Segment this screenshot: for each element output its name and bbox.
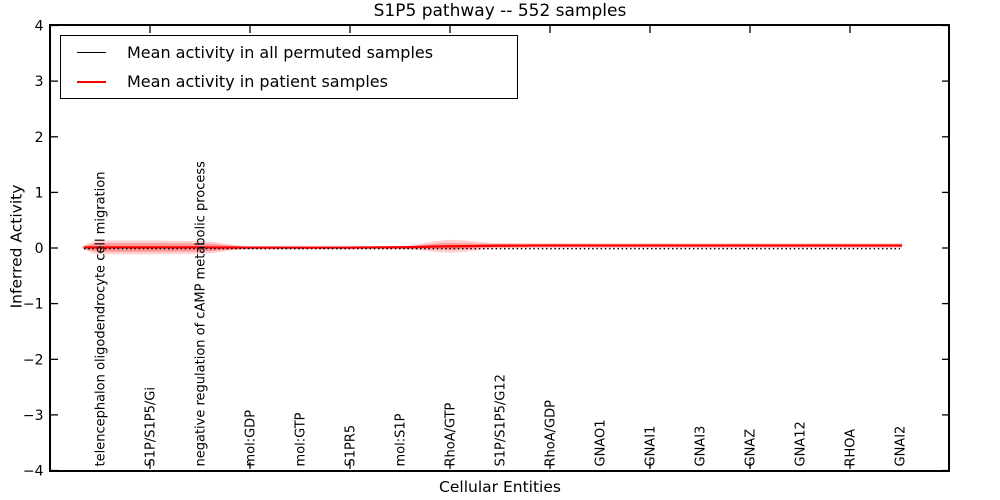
y-tick-label: −1 bbox=[23, 297, 44, 313]
legend: Mean activity in all permuted samples Me… bbox=[60, 35, 518, 99]
legend-label-permuted: Mean activity in all permuted samples bbox=[127, 43, 434, 62]
patient-mean-line bbox=[84, 244, 902, 249]
legend-entry-permuted: Mean activity in all permuted samples bbox=[61, 38, 517, 67]
entity-label: RhoA/GTP bbox=[443, 402, 458, 466]
entity-label: GNAZ bbox=[743, 429, 758, 467]
y-tick-label: −3 bbox=[23, 408, 44, 424]
y-tick-label: 4 bbox=[35, 19, 44, 35]
entity-label: GNAI1 bbox=[643, 426, 658, 467]
y-tick-label: 2 bbox=[35, 130, 44, 146]
legend-entry-patient: Mean activity in patient samples bbox=[61, 67, 517, 96]
y-tick-label: −2 bbox=[23, 352, 44, 368]
entity-label: GNAI3 bbox=[693, 426, 708, 467]
legend-label-patient: Mean activity in patient samples bbox=[127, 72, 388, 91]
entity-label: S1PR5 bbox=[343, 425, 358, 467]
entity-label: GNAO1 bbox=[593, 420, 608, 467]
y-tick-label: 0 bbox=[35, 241, 44, 257]
patient-activity-band-outer bbox=[82, 239, 902, 255]
y-tick-label: 1 bbox=[35, 185, 44, 201]
legend-line-sample-black bbox=[77, 52, 106, 53]
entity-label: negative regulation of cAMP metabolic pr… bbox=[193, 161, 208, 467]
chart-title: S1P5 pathway -- 552 samples bbox=[373, 1, 627, 21]
entity-label: S1P/S1P5/G12 bbox=[493, 374, 508, 466]
entity-label: mol:GTP bbox=[293, 412, 308, 466]
entity-label: S1P/S1P5/Gi bbox=[143, 387, 158, 466]
entity-label: RHOA bbox=[843, 429, 858, 467]
y-tick-label: −4 bbox=[23, 464, 44, 480]
entity-label: telencephalon oligodendrocyte cell migra… bbox=[93, 172, 108, 467]
legend-line-sample-red bbox=[77, 80, 106, 83]
x-axis-label: Cellular Entities bbox=[439, 478, 561, 496]
entity-label: GNA12 bbox=[793, 421, 808, 466]
y-tick-label: 3 bbox=[35, 74, 44, 90]
entity-label: GNAI2 bbox=[893, 426, 908, 467]
entity-label: mol:GDP bbox=[243, 410, 258, 467]
entity-label: mol:S1P bbox=[393, 413, 408, 466]
entity-label: RhoA/GDP bbox=[543, 400, 558, 467]
